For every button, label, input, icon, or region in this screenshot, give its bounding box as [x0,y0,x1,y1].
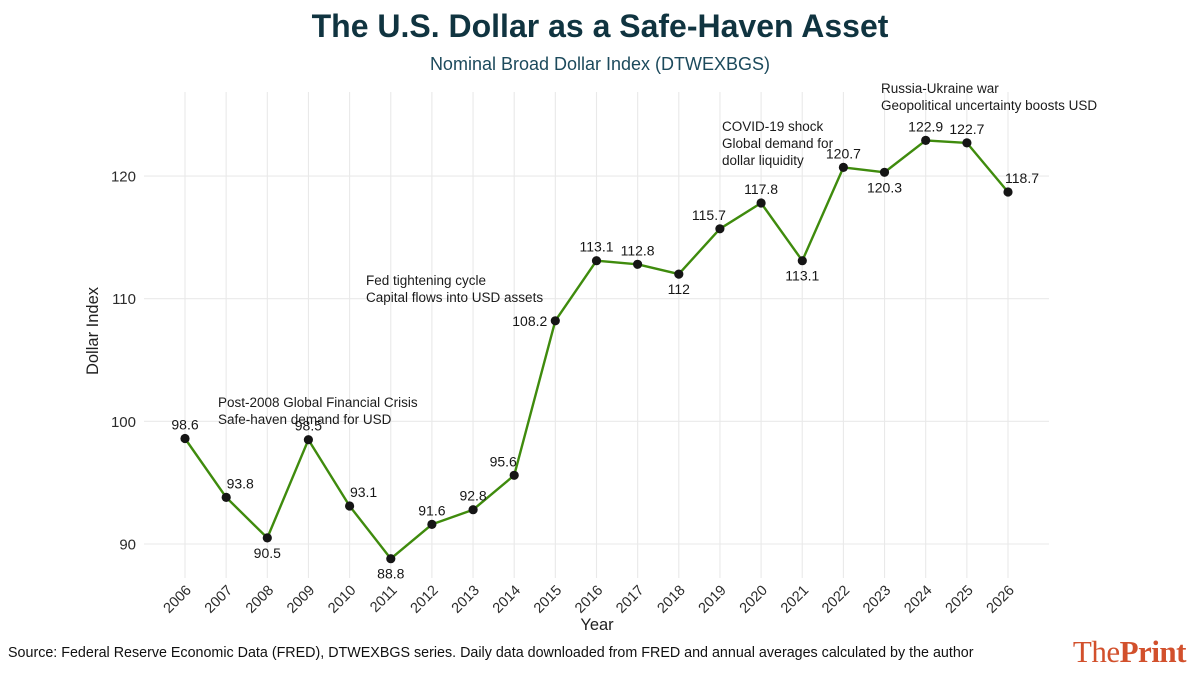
annotation-covid-shock: COVID-19 shock Global demand for dollar … [722,119,834,168]
x-tick-label: 2019 [696,583,730,617]
data-label: 91.6 [418,502,445,518]
data-point [756,198,766,208]
data-label: 112.8 [621,242,655,258]
x-tick-label: 2023 [860,583,894,617]
data-label: 118.7 [1005,170,1039,186]
x-tick-label: 2020 [737,583,771,617]
data-point [921,135,931,145]
annotation-russia-ukraine-war: Russia-Ukraine war Geopolitical uncertai… [881,81,1098,113]
data-point [303,435,313,445]
data-label: 95.6 [490,453,517,469]
data-point [345,501,355,511]
x-tick-label: 2009 [284,583,318,617]
logo-print: Print [1119,634,1187,669]
x-tick-label: 2018 [654,583,688,617]
data-point [262,533,272,543]
data-point [221,492,231,502]
annotation-post-2008-crisis: Post-2008 Global Financial Crisis Safe-h… [218,395,418,427]
x-tick-label: 2021 [778,583,812,617]
data-label: 98.5 [295,418,322,434]
data-point [550,316,560,326]
data-label: 115.7 [692,207,726,223]
chart-subtitle: Nominal Broad Dollar Index (DTWEXBGS) [429,54,771,74]
y-tick-label: 110 [112,291,136,308]
x-tick-label: 2007 [202,583,236,617]
x-tick-label: 2024 [901,583,935,617]
data-point [1003,187,1013,197]
data-point [962,138,972,148]
x-tick-label: 2015 [531,583,565,617]
x-tick-label: 2010 [325,583,359,617]
data-label: 88.8 [377,566,404,582]
data-label: 122.9 [908,118,943,134]
data-label: 93.1 [350,484,377,500]
data-label: 117.8 [744,181,778,197]
data-label: 113.1 [785,268,819,284]
source-note: Source: Federal Reserve Economic Data (F… [8,645,974,661]
x-tick-label: 2014 [490,583,524,617]
x-axis-title: Year [580,616,614,634]
data-point [180,433,190,444]
x-tick-label: 2013 [449,583,483,617]
y-tick-label: 90 [119,537,136,554]
chart-title: The U.S. Dollar as a Safe-Haven Asset [311,8,889,44]
data-point [674,269,684,279]
data-point [591,256,602,266]
x-tick-label: 2012 [408,583,442,617]
annotation-fed-tightening: Fed tightening cycle Capital flows into … [366,273,544,305]
data-point [509,470,519,480]
data-point [427,519,437,530]
x-tick-label: 2026 [984,583,1018,617]
x-tick-label: 2022 [819,583,853,617]
data-point [715,224,725,234]
data-label: 122.7 [949,121,984,137]
x-tick-label: 2025 [943,583,977,617]
logo-the: The [1072,634,1120,669]
x-tick-label: 2016 [572,583,606,617]
data-label: 112 [668,281,691,297]
data-point [838,162,849,172]
x-tick-label: 2017 [613,583,647,617]
data-label: 120.7 [826,145,861,161]
theprint-logo: ThePrint [1072,634,1187,670]
data-point [633,259,643,269]
data-label: 108.2 [512,313,547,329]
data-label: 90.5 [254,545,281,561]
data-label: 92.8 [459,488,486,504]
data-point [797,256,807,266]
y-tick-label: 100 [111,414,136,431]
data-label: 98.6 [171,417,198,433]
data-point [386,554,396,564]
y-axis-title: Dollar Index [84,286,102,376]
data-label: 113.1 [580,239,614,255]
data-label: 120.3 [867,179,902,195]
x-tick-label: 2011 [367,583,400,616]
y-tick-label: 120 [111,169,136,186]
data-label: 93.8 [227,475,254,491]
x-tick-label: 2006 [161,583,195,617]
x-tick-label: 2008 [243,583,277,617]
data-point [468,505,478,515]
data-point [879,167,890,177]
